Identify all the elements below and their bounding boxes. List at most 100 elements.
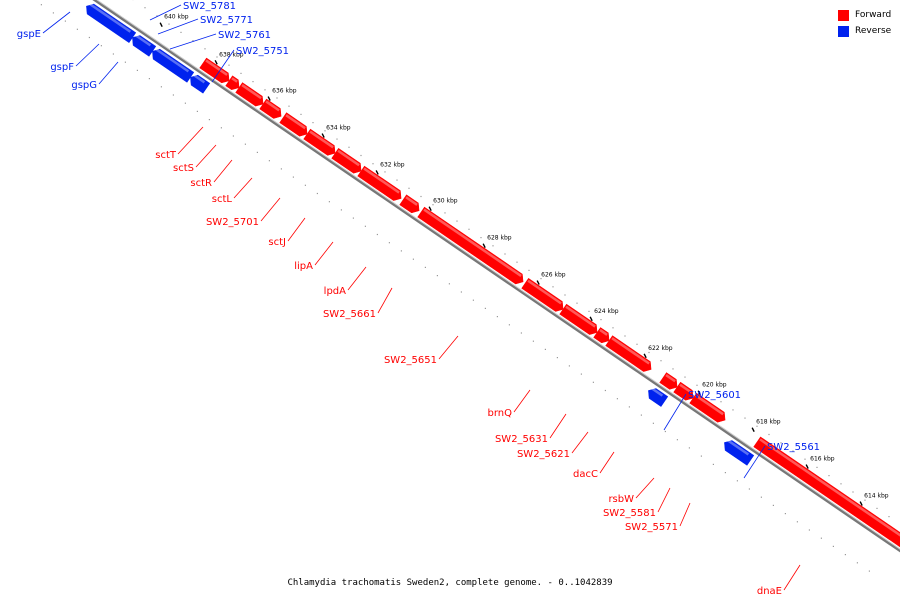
gene-leader-line bbox=[260, 197, 281, 222]
guide-dot bbox=[780, 442, 782, 444]
gene-label[interactable]: SW2_5771 bbox=[200, 15, 253, 26]
gene-arrow[interactable] bbox=[187, 72, 211, 94]
gene-SW2_5701[interactable] bbox=[279, 112, 311, 139]
gene-SW2_5571[interactable] bbox=[689, 392, 729, 425]
gene-arrow[interactable] bbox=[225, 75, 243, 93]
gene-arrow-shine bbox=[363, 167, 400, 194]
gene-label[interactable]: SW2_5701 bbox=[206, 217, 259, 228]
gene-label[interactable]: SW2_5601 bbox=[688, 390, 741, 401]
gene-SW2_5581[interactable] bbox=[673, 381, 697, 403]
gene-label[interactable]: SW2_5571 bbox=[625, 522, 678, 533]
gene-arrow[interactable] bbox=[129, 33, 157, 57]
gene-sctL[interactable] bbox=[259, 98, 285, 121]
gene-label[interactable]: gspF bbox=[50, 62, 74, 73]
gene-SW2_5601[interactable] bbox=[645, 386, 669, 407]
gene-SW2_5621[interactable] bbox=[593, 327, 613, 346]
gene-arrow[interactable] bbox=[721, 438, 755, 466]
gene-label[interactable]: sctT bbox=[155, 150, 177, 161]
gene-label[interactable]: SW2_5651 bbox=[384, 355, 437, 366]
gene-rsbW[interactable] bbox=[659, 372, 681, 392]
gene-dnaE[interactable] bbox=[753, 436, 900, 552]
gene-SW2_5781[interactable] bbox=[83, 1, 137, 43]
gene-SW2_5631[interactable] bbox=[559, 303, 601, 337]
gene-label[interactable]: SW2_5781 bbox=[183, 1, 236, 12]
gene-label[interactable]: SW2_5661 bbox=[323, 309, 376, 320]
guide-dot bbox=[852, 491, 854, 493]
gene-sctS[interactable] bbox=[225, 75, 243, 93]
gene-arrow[interactable] bbox=[149, 46, 195, 83]
gene-label[interactable]: sctR bbox=[190, 178, 212, 189]
gene-label[interactable]: SW2_5561 bbox=[767, 442, 820, 453]
gene-arrow[interactable] bbox=[605, 335, 655, 375]
gene-label[interactable]: SW2_5621 bbox=[517, 449, 570, 460]
gene-arrow-shine bbox=[527, 279, 562, 305]
gene-label[interactable]: lpdA bbox=[324, 286, 346, 297]
gene-sctT[interactable] bbox=[199, 57, 233, 86]
gene-label[interactable]: dacC bbox=[573, 469, 598, 480]
guide-dot bbox=[336, 138, 338, 140]
guide-dot bbox=[412, 258, 414, 260]
guide-dot bbox=[628, 406, 630, 408]
gene-brnQ[interactable] bbox=[521, 278, 567, 314]
gene-SW2_5771[interactable] bbox=[129, 33, 157, 57]
gene-arrow[interactable] bbox=[673, 381, 697, 403]
gene-sctR[interactable] bbox=[235, 82, 267, 109]
guide-dot bbox=[396, 179, 398, 181]
gene-label[interactable]: SW2_5761 bbox=[218, 30, 271, 41]
gene-label[interactable]: SW2_5751 bbox=[236, 46, 289, 57]
gene-arrow[interactable] bbox=[331, 148, 365, 176]
gene-arrow[interactable] bbox=[689, 392, 729, 425]
gene-arrow-shine bbox=[759, 438, 900, 542]
gene-arrow[interactable] bbox=[521, 278, 567, 314]
gene-label[interactable]: sctL bbox=[212, 194, 233, 205]
gene-SW2_5561[interactable] bbox=[721, 438, 755, 466]
gene-arrow[interactable] bbox=[417, 206, 527, 287]
legend: Forward Reverse bbox=[838, 8, 900, 40]
gene-leader-line bbox=[75, 43, 100, 67]
gene-lipA[interactable] bbox=[331, 148, 365, 176]
gene-label[interactable]: dnaE bbox=[757, 586, 782, 597]
gene-label[interactable]: sctJ bbox=[268, 237, 286, 248]
guide-dot bbox=[768, 433, 770, 436]
guide-dot bbox=[760, 496, 762, 498]
gene-label[interactable]: SW2_5581 bbox=[603, 508, 656, 519]
gene-arrow-shine bbox=[337, 149, 360, 167]
gene-SW2_5751[interactable] bbox=[187, 72, 211, 94]
gene-SW2_5661[interactable] bbox=[399, 194, 423, 216]
gene-label[interactable]: lipA bbox=[294, 261, 313, 272]
gene-SW2_5761[interactable] bbox=[149, 46, 195, 83]
gene-arrow[interactable] bbox=[645, 386, 669, 407]
gene-arrow[interactable] bbox=[659, 372, 681, 392]
gene-arrow-shine bbox=[679, 383, 692, 394]
gene-arrow[interactable] bbox=[753, 436, 900, 552]
gene-arrow[interactable] bbox=[83, 1, 137, 43]
gene-label[interactable]: SW2_5631 bbox=[495, 434, 548, 445]
gene-arrow[interactable] bbox=[303, 128, 339, 158]
gene-leader-line bbox=[287, 217, 306, 242]
gene-arrow[interactable] bbox=[199, 57, 233, 86]
gene-label[interactable]: brnQ bbox=[488, 408, 513, 419]
gene-arrow[interactable] bbox=[399, 194, 423, 216]
gene-arrow[interactable] bbox=[279, 112, 311, 139]
gene-arrow[interactable] bbox=[357, 165, 405, 203]
gene-label[interactable]: sctS bbox=[173, 163, 194, 174]
guide-dot bbox=[724, 472, 726, 474]
guide-dot bbox=[528, 269, 530, 271]
gene-label[interactable]: gspE bbox=[17, 29, 41, 40]
gene-label[interactable]: rsbW bbox=[608, 494, 634, 505]
guide-dot bbox=[312, 122, 314, 124]
gene-arrow[interactable] bbox=[593, 327, 613, 346]
gene-dacC[interactable] bbox=[605, 335, 655, 375]
gene-arrow[interactable] bbox=[259, 98, 285, 121]
gene-label[interactable]: gspG bbox=[71, 80, 97, 91]
gene-arrow[interactable] bbox=[235, 82, 267, 109]
gene-sctJ[interactable] bbox=[303, 128, 339, 158]
gene-arrow[interactable] bbox=[559, 303, 601, 337]
gene-lpdA[interactable] bbox=[357, 165, 405, 203]
gene-SW2_5651[interactable] bbox=[417, 206, 527, 287]
guide-dot bbox=[64, 20, 66, 22]
guide-dot bbox=[744, 417, 746, 419]
guide-dot bbox=[364, 225, 366, 227]
scale-tick-label: 622 kbp bbox=[648, 345, 673, 352]
